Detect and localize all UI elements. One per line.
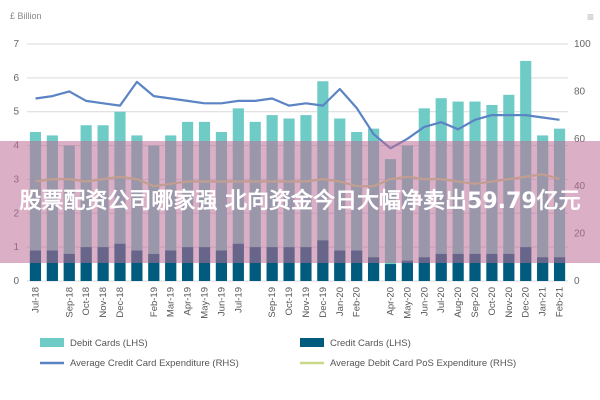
left-tick-label: 5 xyxy=(13,107,19,118)
x-tick-label: Apr-19 xyxy=(183,287,194,316)
x-tick-label: Oct-19 xyxy=(284,287,295,316)
credit-card-bar xyxy=(435,253,447,281)
x-tick-label: Feb-20 xyxy=(352,287,363,317)
credit-card-bar xyxy=(182,247,194,281)
x-tick-label: Nov-20 xyxy=(504,287,515,318)
legend-swatch xyxy=(300,338,324,347)
x-tick-label: Sep-18 xyxy=(64,287,75,318)
x-tick-label: Dec-19 xyxy=(318,287,329,318)
legend: Debit Cards (LHS) Credit Cards (LHS) Avera… xyxy=(40,338,516,369)
legend-label: Debit Cards (LHS) xyxy=(70,338,148,349)
x-tick-label: Jan-21 xyxy=(538,287,549,316)
y-axis-unit-label: £ Billion xyxy=(10,11,42,21)
credit-card-bar xyxy=(249,247,261,281)
credit-card-bar xyxy=(520,247,532,281)
x-tick-label: Jun-19 xyxy=(216,287,227,316)
x-tick-label: May-20 xyxy=(402,287,413,319)
x-tick-label: Jun-20 xyxy=(419,287,430,316)
credit-card-bar xyxy=(165,250,177,281)
left-tick-label: 0 xyxy=(13,276,19,287)
x-tick-label: Apr-20 xyxy=(385,287,396,316)
credit-card-bar xyxy=(46,250,58,281)
credit-card-bar xyxy=(29,250,42,281)
x-tick-label: Jul-18 xyxy=(30,287,41,313)
x-tick-label: Oct-18 xyxy=(81,287,92,316)
credit-card-bar xyxy=(367,257,380,281)
left-tick-label: 7 xyxy=(13,39,19,50)
x-tick-label: Aug-20 xyxy=(453,287,464,318)
credit-card-bar xyxy=(401,260,413,281)
x-tick-label: Dec-18 xyxy=(115,287,126,318)
credit-card-bar xyxy=(384,264,397,281)
right-tick-label: 0 xyxy=(574,276,580,287)
credit-card-bar xyxy=(266,247,278,281)
credit-card-bar xyxy=(198,247,211,281)
credit-card-bar xyxy=(452,253,464,281)
legend-label: Average Debit Card PoS Expenditure (RHS) xyxy=(330,358,516,369)
menu-icon[interactable]: ≡ xyxy=(586,10,594,24)
right-tick-label: 80 xyxy=(574,86,586,97)
right-tick-label: 60 xyxy=(574,134,586,145)
credit-card-bar xyxy=(469,253,481,281)
overlay-text: 股票配资公司哪家强 北向资金今日大幅净卖出59.79亿元 xyxy=(19,189,581,214)
credit-card-bar xyxy=(486,253,498,281)
credit-card-bar xyxy=(97,247,109,281)
x-tick-label: Jul-20 xyxy=(436,287,447,313)
legend-swatch xyxy=(40,338,64,347)
x-tick-label: Jan-20 xyxy=(335,287,346,316)
credit-card-bar xyxy=(63,253,75,281)
credit-card-bar xyxy=(503,253,515,281)
credit-card-bar xyxy=(148,253,160,281)
overlay-banner: 股票配资公司哪家强 北向资金今日大幅净卖出59.79亿元 xyxy=(0,141,600,263)
left-tick-label: 6 xyxy=(13,73,19,84)
credit-card-bar xyxy=(80,247,92,281)
credit-card-bar xyxy=(553,257,566,281)
x-tick-label: Dec-20 xyxy=(521,287,532,318)
credit-card-bar xyxy=(537,257,549,281)
credit-card-bar xyxy=(334,250,346,281)
credit-card-bar xyxy=(300,247,312,281)
x-tick-label: Nov-18 xyxy=(98,287,109,318)
x-tick-label: Sep-19 xyxy=(267,287,278,318)
x-tick-label: Feb-19 xyxy=(149,287,160,317)
x-tick-label: Oct-20 xyxy=(487,287,498,316)
credit-card-bar xyxy=(418,257,430,281)
x-tick-label: Mar-19 xyxy=(166,287,177,317)
credit-card-bar xyxy=(215,250,228,281)
x-axis: Jul-18 Sep-18 Oct-18 Nov-18 Dec-18 Feb-19 Mar-… xyxy=(30,287,565,319)
credit-card-bar xyxy=(131,250,143,281)
x-tick-label: Feb-21 xyxy=(555,287,566,317)
legend-label: Average Credit Card Expenditure (RHS) xyxy=(70,358,239,369)
right-tick-label: 100 xyxy=(574,39,591,50)
legend-label: Credit Cards (LHS) xyxy=(330,338,411,349)
x-tick-label: Sep-20 xyxy=(470,287,481,318)
credit-card-bar xyxy=(283,247,295,281)
x-tick-label: Nov-19 xyxy=(301,287,312,318)
x-tick-label: Jul-19 xyxy=(233,287,244,313)
credit-card-bar xyxy=(351,250,363,281)
x-tick-label: May-19 xyxy=(200,287,211,319)
credit-expenditure-line xyxy=(35,80,560,150)
